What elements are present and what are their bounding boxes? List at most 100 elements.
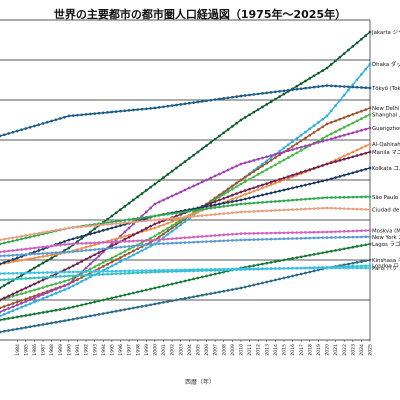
data-point-8-27 — [114, 225, 118, 229]
x-tick-label-41: 2025 — [368, 344, 374, 356]
data-point-10-24 — [101, 223, 105, 227]
data-point-15-11 — [45, 275, 49, 279]
data-point-2-24 — [101, 111, 105, 115]
data-point-0-79 — [338, 55, 342, 59]
data-point-2-50 — [213, 98, 217, 101]
x-tick-label-26: 2010 — [239, 344, 245, 356]
data-point-5-82 — [351, 131, 355, 135]
data-point-16-49 — [209, 268, 213, 271]
data-point-12-50 — [213, 239, 217, 243]
x-tick-label-31: 2015 — [282, 344, 288, 356]
data-point-7-27 — [114, 242, 118, 246]
data-point-4-67 — [286, 156, 290, 159]
data-point-13-51 — [218, 271, 221, 275]
data-point-5-6 — [24, 300, 28, 303]
data-point-0-86 — [368, 30, 372, 34]
x-tick-label-0: 1984 — [15, 344, 21, 356]
data-point-16-28 — [119, 269, 122, 273]
data-point-12-55 — [235, 238, 238, 242]
data-point-11-12 — [50, 244, 53, 248]
data-point-11-71 — [304, 231, 307, 234]
data-point-8-57 — [243, 197, 247, 201]
data-point-13-52 — [222, 270, 226, 274]
data-point-7-1 — [2, 296, 6, 300]
data-point-11-19 — [80, 242, 84, 245]
data-point-14-1 — [2, 329, 6, 333]
data-point-0-5 — [20, 274, 23, 277]
data-point-16-79 — [338, 266, 342, 270]
data-point-10-5 — [20, 234, 23, 238]
data-point-6-19 — [80, 247, 84, 250]
data-point-8-9 — [37, 249, 41, 252]
data-point-2-79 — [338, 84, 342, 88]
data-point-8-79 — [338, 175, 342, 178]
data-point-11-53 — [226, 233, 230, 236]
series-labels: Jakarta ジャカルタ Dhaka ダッカ Tōkyō (Tokyo) 東京 Ne… — [371, 28, 400, 272]
data-point-8-4 — [15, 256, 19, 260]
data-point-2-76 — [325, 84, 329, 87]
data-point-12-7 — [28, 252, 32, 256]
data-point-15-25 — [106, 272, 109, 276]
data-point-1-75 — [321, 117, 325, 121]
data-point-10-42 — [179, 216, 183, 219]
data-point-4-41 — [175, 221, 178, 225]
data-point-5-68 — [291, 148, 294, 151]
data-point-7-69 — [295, 172, 299, 176]
data-point-5-26 — [110, 242, 114, 246]
data-point-16-20 — [84, 270, 88, 274]
data-point-6-60 — [256, 188, 260, 191]
data-point-11-13 — [54, 244, 58, 247]
data-point-6-82 — [351, 150, 355, 154]
data-point-16-48 — [205, 268, 208, 271]
series-label-5: Guangzhou 広州 — [372, 124, 400, 132]
data-point-7-10 — [41, 278, 45, 282]
data-point-5-54 — [230, 166, 234, 170]
data-point-0-9 — [37, 264, 41, 267]
data-point-10-60 — [256, 209, 260, 213]
data-point-5-62 — [265, 155, 269, 159]
data-point-10-67 — [286, 208, 290, 212]
data-point-12-49 — [209, 240, 213, 243]
data-point-6-39 — [166, 221, 170, 225]
data-point-0-64 — [273, 97, 277, 101]
data-point-4-30 — [127, 247, 131, 251]
data-point-9-74 — [317, 196, 320, 200]
data-point-12-62 — [265, 237, 269, 241]
data-point-2-60 — [256, 92, 260, 96]
data-point-6-83 — [355, 148, 359, 152]
data-point-8-62 — [265, 192, 269, 196]
data-point-3-76 — [325, 122, 329, 126]
data-point-0-18 — [76, 240, 79, 243]
x-tick-label-9: 1993 — [92, 344, 98, 356]
data-point-16-6 — [24, 271, 28, 275]
data-point-11-45 — [192, 235, 195, 239]
data-point-6-46 — [196, 210, 200, 214]
data-point-11-26 — [110, 240, 114, 244]
data-point-0-0 — [0, 286, 2, 290]
data-point-7-82 — [351, 155, 355, 159]
data-point-14-25 — [106, 311, 109, 315]
series-label-3: New Delhi ニューデリー — [372, 104, 400, 112]
data-point-10-50 — [213, 213, 217, 216]
data-point-9-75 — [321, 196, 325, 200]
data-point-10-25 — [106, 223, 109, 226]
data-point-16-45 — [192, 268, 195, 272]
data-point-2-58 — [248, 93, 251, 97]
data-point-16-39 — [166, 268, 170, 272]
data-point-13-39 — [166, 283, 170, 287]
data-point-14-52 — [222, 289, 226, 293]
data-point-10-8 — [33, 232, 36, 236]
data-point-6-66 — [282, 178, 286, 182]
data-point-14-70 — [299, 272, 303, 276]
data-point-5-37 — [157, 200, 161, 204]
data-point-4-29 — [123, 250, 127, 253]
data-point-0-74 — [317, 71, 320, 75]
data-point-14-46 — [196, 294, 200, 298]
data-point-0-65 — [278, 95, 282, 98]
data-point-11-34 — [144, 239, 148, 242]
data-point-5-46 — [196, 182, 200, 186]
data-point-9-57 — [243, 202, 247, 206]
data-point-8-10 — [41, 247, 45, 251]
data-point-7-23 — [97, 251, 101, 254]
data-point-8-1 — [2, 261, 6, 264]
